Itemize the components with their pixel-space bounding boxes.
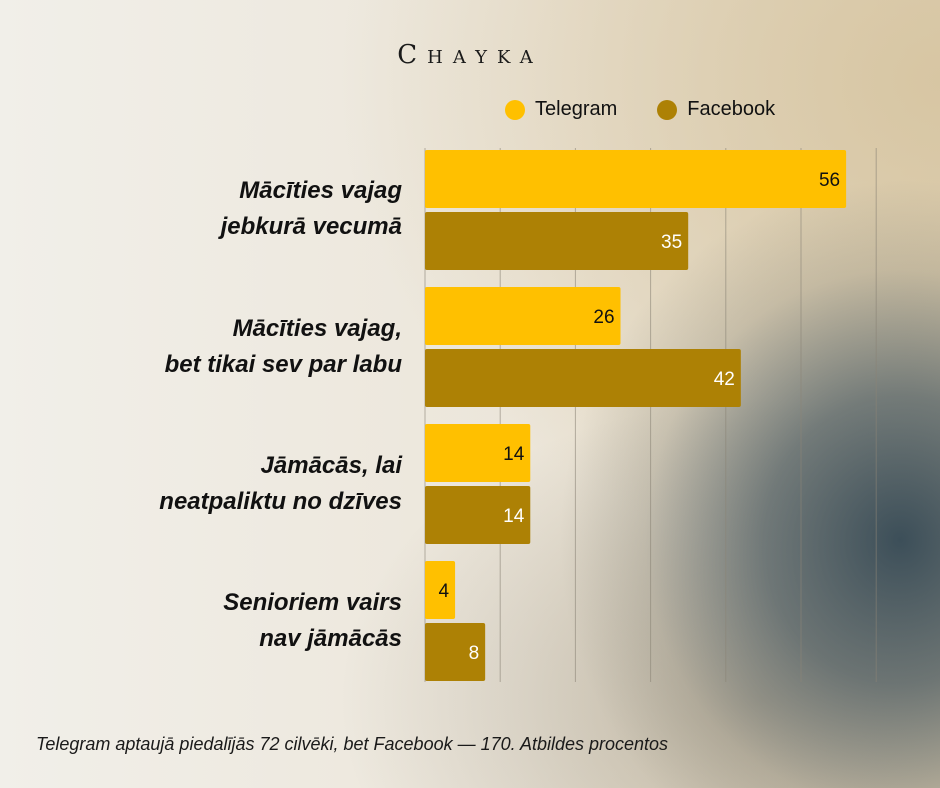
legend-item-telegram: Telegram bbox=[505, 98, 617, 121]
category-label-2: Mācīties vajag, bet tikai sev par labu bbox=[72, 311, 402, 383]
category-label-2-line-1: Mācīties vajag, bbox=[232, 315, 402, 342]
bar-telegram-4 bbox=[425, 561, 456, 619]
category-label-1-line-1: Mācīties vajag bbox=[239, 177, 402, 204]
chart-legend: Telegram Facebook bbox=[505, 98, 775, 121]
category-label-4-line-2: nav jāmācās bbox=[259, 625, 402, 652]
data-label-facebook-3: 14 bbox=[503, 506, 525, 527]
bar-telegram-1 bbox=[425, 150, 847, 208]
bar-facebook-3 bbox=[425, 486, 531, 544]
data-label-facebook-2: 42 bbox=[714, 369, 735, 390]
data-label-telegram-3: 14 bbox=[503, 444, 525, 465]
data-label-telegram-4: 4 bbox=[439, 581, 450, 602]
category-label-3-line-1: Jāmācās, lai bbox=[260, 452, 402, 479]
data-label-facebook-4: 8 bbox=[469, 643, 480, 664]
category-label-4-line-1: Senioriem vairs bbox=[223, 589, 402, 616]
bar-facebook-1 bbox=[425, 212, 689, 270]
category-label-2-line-2: bet tikai sev par labu bbox=[164, 351, 402, 378]
legend-swatch-facebook bbox=[657, 99, 678, 120]
bar-telegram-3 bbox=[425, 424, 531, 482]
bar-telegram-2 bbox=[425, 287, 621, 345]
data-label-telegram-1: 56 bbox=[819, 170, 840, 191]
category-label-3-line-2: neatpaliktu no dzīves bbox=[159, 488, 402, 515]
footnote: Telegram aptaujā piedalījās 72 cilvēki, … bbox=[36, 734, 669, 754]
data-label-facebook-1: 35 bbox=[661, 232, 682, 253]
bar-facebook-2 bbox=[425, 349, 741, 407]
data-label-telegram-2: 26 bbox=[593, 307, 614, 328]
legend-item-facebook: Facebook bbox=[657, 98, 775, 121]
legend-label-telegram: Telegram bbox=[535, 98, 618, 120]
legend-swatch-telegram bbox=[505, 99, 525, 120]
category-label-4: Senioriem vairs nav jāmācās bbox=[72, 585, 402, 657]
category-label-1-line-2: jebkurā vecumā bbox=[220, 213, 402, 240]
legend-label-facebook: Facebook bbox=[687, 98, 776, 120]
category-label-3: Jāmācās, lai neatpaliktu no dzīves bbox=[72, 448, 402, 520]
brand-logo: Chayka bbox=[397, 40, 543, 70]
category-label-1: Mācīties vajag jebkurā vecumā bbox=[72, 173, 402, 245]
bar-facebook-4 bbox=[425, 623, 486, 681]
